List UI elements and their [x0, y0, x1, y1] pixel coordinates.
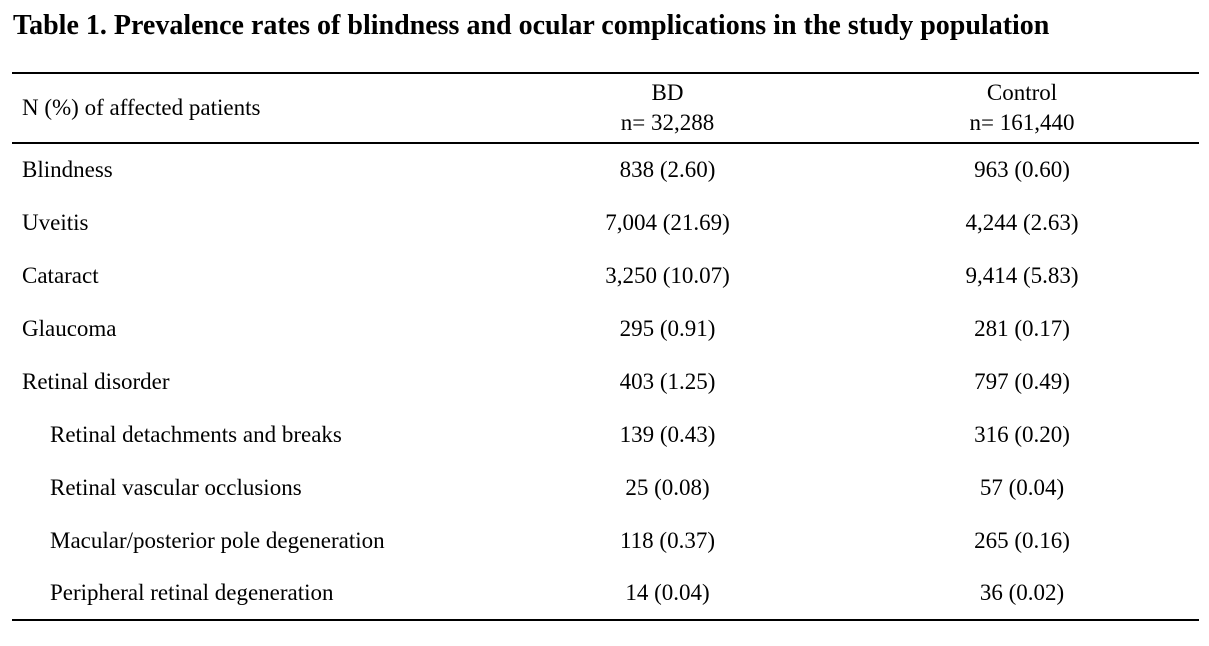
- table-row: Uveitis 7,004 (21.69) 4,244 (2.63): [12, 196, 1199, 249]
- row-label-cell: Retinal vascular occlusions: [50, 474, 302, 500]
- header-row: N (%) of affected patients BD n= 32,288 …: [12, 73, 1199, 144]
- prevalence-table: N (%) of affected patients BD n= 32,288 …: [12, 72, 1199, 621]
- bd-value-cell: 14 (0.04): [625, 580, 710, 606]
- bd-value-cell: 295 (0.91): [619, 315, 716, 341]
- row-label-cell: Peripheral retinal degeneration: [50, 580, 334, 606]
- bd-value-cell: 139 (0.43): [619, 421, 716, 447]
- row-label-cell: Blindness: [22, 157, 113, 183]
- header-bd-group: BD n= 32,288: [490, 73, 845, 143]
- table-row: Retinal detachments and breaks 139 (0.43)…: [12, 408, 1199, 461]
- row-label-cell: Macular/posterior pole degeneration: [50, 527, 385, 553]
- control-value-cell: 316 (0.20): [974, 421, 1070, 447]
- table-row: Macular/posterior pole degeneration 118 (…: [12, 514, 1199, 567]
- row-label-cell: Retinal detachments and breaks: [50, 421, 342, 447]
- table-row: Glaucoma 295 (0.91) 281 (0.17): [12, 302, 1199, 355]
- bd-value-cell: 838 (2.60): [619, 157, 716, 183]
- table-row: Retinal disorder 403 (1.25) 797 (0.49): [12, 355, 1199, 408]
- row-label-cell: Retinal disorder: [22, 368, 170, 394]
- control-value-cell: 265 (0.16): [974, 527, 1070, 553]
- bd-value-cell: 3,250 (10.07): [605, 262, 730, 288]
- control-value-cell: 57 (0.04): [979, 474, 1065, 500]
- control-value-cell: 797 (0.49): [974, 368, 1070, 394]
- bd-value-cell: 403 (1.25): [619, 368, 716, 394]
- table-body: Blindness 838 (2.60) 963 (0.60) Uveitis 7,00…: [12, 143, 1199, 621]
- control-value-cell: 281 (0.17): [974, 315, 1070, 341]
- control-value-cell: 36 (0.02): [979, 580, 1065, 606]
- header-control-n: n= 161,440: [969, 110, 1075, 136]
- row-label-cell: Cataract: [22, 262, 99, 288]
- table-row: Blindness 838 (2.60) 963 (0.60): [12, 143, 1199, 196]
- table-row: Peripheral retinal degeneration 14 (0.04)…: [12, 567, 1199, 621]
- header-affected-patients: N (%) of affected patients: [22, 95, 261, 121]
- header-bd-label: BD: [651, 80, 684, 106]
- header-control-group: Control n= 161,440: [845, 73, 1199, 143]
- control-value-cell: 9,414 (5.83): [965, 262, 1079, 288]
- header-control-label: Control: [986, 80, 1058, 106]
- control-value-cell: 4,244 (2.63): [965, 209, 1079, 235]
- row-label-cell: Glaucoma: [22, 315, 117, 341]
- table-title: Table 1. Prevalence rates of blindness a…: [13, 10, 1050, 41]
- bd-value-cell: 25 (0.08): [625, 474, 710, 500]
- row-label-cell: Uveitis: [22, 209, 89, 235]
- paper-table-figure: Table 1. Prevalence rates of blindness a…: [0, 10, 1209, 621]
- table-header: N (%) of affected patients BD n= 32,288 …: [12, 73, 1199, 144]
- bd-value-cell: 118 (0.37): [620, 527, 715, 553]
- table-row: Cataract 3,250 (10.07) 9,414 (5.83): [12, 249, 1199, 302]
- control-value-cell: 963 (0.60): [974, 157, 1070, 183]
- table-row: Retinal vascular occlusions 25 (0.08) 57 (…: [12, 461, 1199, 514]
- bd-value-cell: 7,004 (21.69): [605, 209, 730, 235]
- header-bd-n: n= 32,288: [620, 110, 715, 136]
